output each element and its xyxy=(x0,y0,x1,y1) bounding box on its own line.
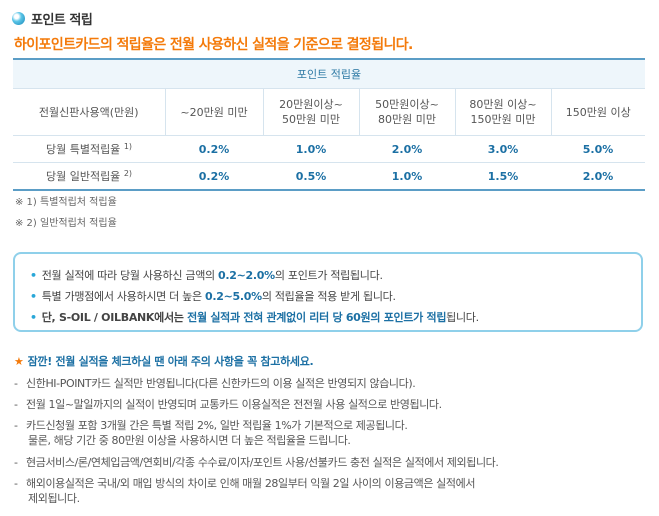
notice-item: - 해외이용실적은 국내/외 매입 방식의 차이로 인해 매월 28일부터 익월 … xyxy=(14,477,476,505)
row-label: 당월 특별적립율 1) xyxy=(13,135,165,163)
rate-cell: 0.2% xyxy=(165,135,263,163)
notice-item: - 신한HI-POINT카드 실적만 반영됩니다(다른 신한카드의 이용 실적은 … xyxy=(14,377,416,390)
table-caption: 포인트 적립율 xyxy=(13,58,645,89)
bullet-dot-icon: • xyxy=(30,311,37,324)
table-row: 당월 특별적립율 1) 0.2% 1.0% 2.0% 3.0% 5.0% xyxy=(13,135,645,163)
rate-cell: 5.0% xyxy=(551,135,645,163)
bullet-dot-icon: • xyxy=(30,290,37,303)
column-header: 50만원이상~ 80만원 미만 xyxy=(358,88,455,136)
page-title: 포인트 적립 xyxy=(31,12,93,28)
row-label: 당월 일반적립율 2) xyxy=(13,162,165,191)
bullet-dot-icon: • xyxy=(30,269,37,282)
rate-cell: 2.0% xyxy=(359,135,455,163)
rate-cell: 1.0% xyxy=(263,135,359,163)
rate-cell: 0.5% xyxy=(263,162,359,191)
rate-cell: 3.0% xyxy=(455,135,551,163)
table-row: 당월 일반적립율 2) 0.2% 0.5% 1.0% 1.5% 2.0% xyxy=(13,162,645,191)
header-text-line: 20만원이상~ xyxy=(279,98,343,111)
notice-title: ★ 잠깐! 전월 실적을 체크하실 땐 아래 주의 사항을 꼭 참고하세요. xyxy=(14,355,314,368)
table-header-row: 전월신판사용액(만원) ~20만원 미만 20만원이상~ 50만원 미만 50만원… xyxy=(13,88,645,136)
column-header: 80만원 이상~ 150만원 미만 xyxy=(454,88,551,136)
info-line: • 특별 가맹점에서 사용하시면 더 높은 0.2~5.0%의 적립율을 적용 받… xyxy=(30,290,396,303)
table-footnote: ※ 2) 일반적립처 적립율 xyxy=(15,218,117,229)
headline: 하이포인트카드의 적립율은 전월 사용하신 실적을 기준으로 결정됩니다. xyxy=(14,37,413,53)
table-footnote: ※ 1) 특별적립처 적립율 xyxy=(15,197,117,208)
notice-item: - 카드신청월 포함 3개월 간은 특별 적립 2%, 일반 적립율 1%가 기본… xyxy=(14,419,408,447)
rate-cell: 0.2% xyxy=(165,162,263,191)
notice-item: - 전월 1일~말일까지의 실적이 반영되며 교통카드 이용실적은 전전월 사용 … xyxy=(14,398,442,411)
notice-item: - 현금서비스/론/연체입금액/연회비/각종 수수료/이자/포인트 사용/선불카드… xyxy=(14,456,499,469)
column-header: 전월신판사용액(만원) xyxy=(13,88,165,136)
header-text-line: 80만원 미만 xyxy=(378,113,436,126)
info-line: • 단, S-OIL / OILBANK에서는 전월 실적과 전혀 관계없이 리터… xyxy=(30,311,479,324)
rate-cell: 2.0% xyxy=(551,162,645,191)
column-header: 150만원 이상 xyxy=(550,88,645,136)
star-icon: ★ xyxy=(14,355,24,368)
rate-table: 포인트 적립율 전월신판사용액(만원) ~20만원 미만 20만원이상~ 50만원… xyxy=(13,58,645,191)
header-text-line: 150만원 미만 xyxy=(470,113,536,126)
header-text-line: 50만원이상~ xyxy=(375,98,439,111)
rate-cell: 1.5% xyxy=(455,162,551,191)
rate-cell: 1.0% xyxy=(359,162,455,191)
column-header: 20만원이상~ 50만원 미만 xyxy=(262,88,359,136)
bullet-circle-icon xyxy=(12,11,25,25)
info-line: • 전월 실적에 따라 당월 사용하신 금액의 0.2~2.0%의 포인트가 적립… xyxy=(30,269,383,282)
column-header: ~20만원 미만 xyxy=(164,88,263,136)
section-header: 포인트 적립 xyxy=(12,9,93,28)
header-text-line: 50만원 미만 xyxy=(282,113,340,126)
header-text-line: 80만원 이상~ xyxy=(469,98,537,111)
info-box: • 전월 실적에 따라 당월 사용하신 금액의 0.2~2.0%의 포인트가 적립… xyxy=(13,252,643,332)
